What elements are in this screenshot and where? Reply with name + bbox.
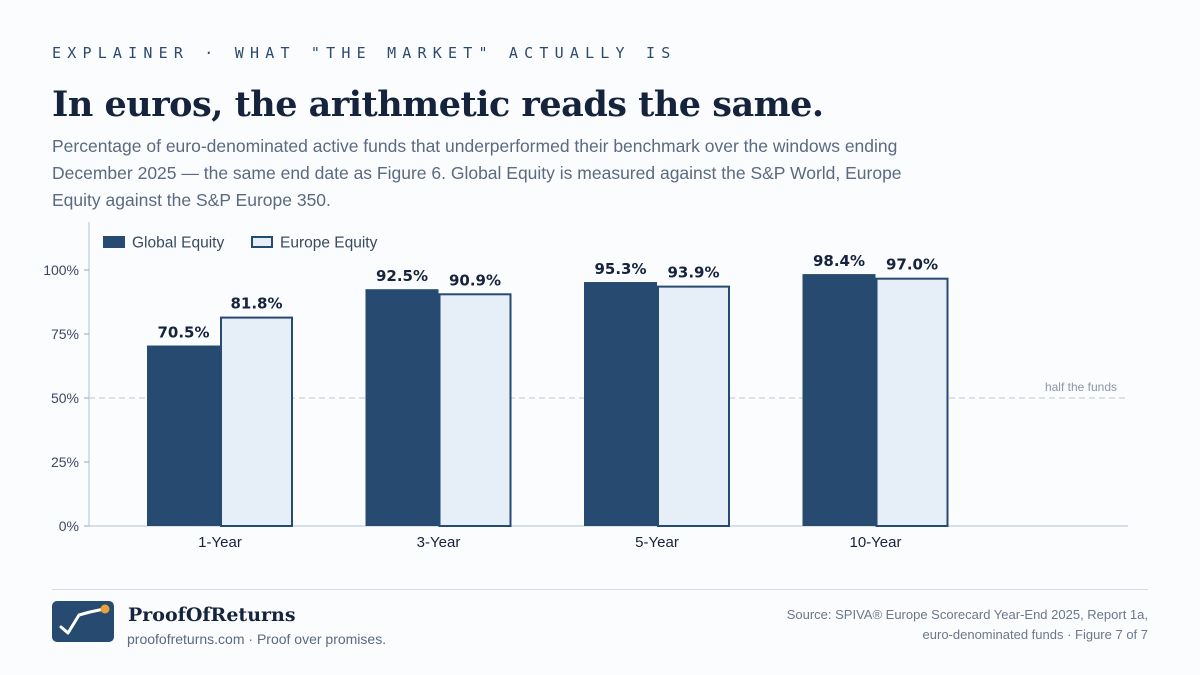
x-tick-label: 3-Year xyxy=(417,534,461,551)
checkmark-chart-logo-icon xyxy=(52,601,114,642)
page-title: In euros, the arithmetic reads the same. xyxy=(52,84,824,125)
legend-swatch-global-equity xyxy=(103,236,125,248)
reference-line-label: half the funds xyxy=(1045,380,1117,394)
source-line-2: euro-denominated funds · Figure 7 of 7 xyxy=(922,627,1148,642)
kicker: EXPLAINER · WHAT "THE MARKET" ACTUALLY I… xyxy=(52,44,677,62)
bar-europe-equity-3-year xyxy=(438,293,512,527)
x-tick-label: 5-Year xyxy=(635,534,679,551)
y-tick-label: 50% xyxy=(51,390,79,406)
source-line-1: Source: SPIVA® Europe Scorecard Year-End… xyxy=(786,607,1148,622)
bar-global-equity-10-year xyxy=(802,274,876,526)
y-tick-label: 0% xyxy=(59,518,79,534)
brand-tagline: proofofreturns.com · Proof over promises… xyxy=(127,631,387,647)
footer-divider xyxy=(52,589,1148,590)
bar-europe-equity-5-year xyxy=(657,285,730,527)
bar-global-equity-3-year xyxy=(365,289,439,526)
brand-name: ProofOfReturns xyxy=(128,604,296,626)
legend-label: Europe Equity xyxy=(280,235,378,252)
source-note: Source: SPIVA® Europe Scorecard Year-End… xyxy=(787,605,1148,645)
bar-chart: 0% 25% 50% 75% 100% half the funds 70.5% 81.8% 1… xyxy=(43,222,1128,551)
bar-global-equity-5-year xyxy=(584,282,657,526)
data-label: 93.9% xyxy=(667,264,719,282)
bar-europe-equity-10-year xyxy=(875,277,949,527)
legend-swatch-europe-equity xyxy=(251,236,273,248)
data-label: 81.8% xyxy=(230,295,282,313)
page-subtitle: Percentage of euro-denominated active fu… xyxy=(52,136,902,210)
data-label: 70.5% xyxy=(157,324,209,342)
data-label: 95.3% xyxy=(594,260,646,278)
data-label: 98.4% xyxy=(813,252,865,270)
y-tick-label: 75% xyxy=(51,326,79,342)
legend-label: Global Equity xyxy=(132,235,224,252)
data-label: 92.5% xyxy=(376,267,428,285)
bar-europe-equity-1-year xyxy=(220,316,293,528)
y-tick-label: 100% xyxy=(43,262,79,278)
data-label: 90.9% xyxy=(449,271,501,289)
x-tick-label: 1-Year xyxy=(198,534,242,551)
data-label: 97.0% xyxy=(886,256,938,274)
bar-global-equity-1-year xyxy=(147,345,220,526)
y-tick-label: 25% xyxy=(51,454,79,470)
x-tick-label: 10-Year xyxy=(850,534,902,551)
